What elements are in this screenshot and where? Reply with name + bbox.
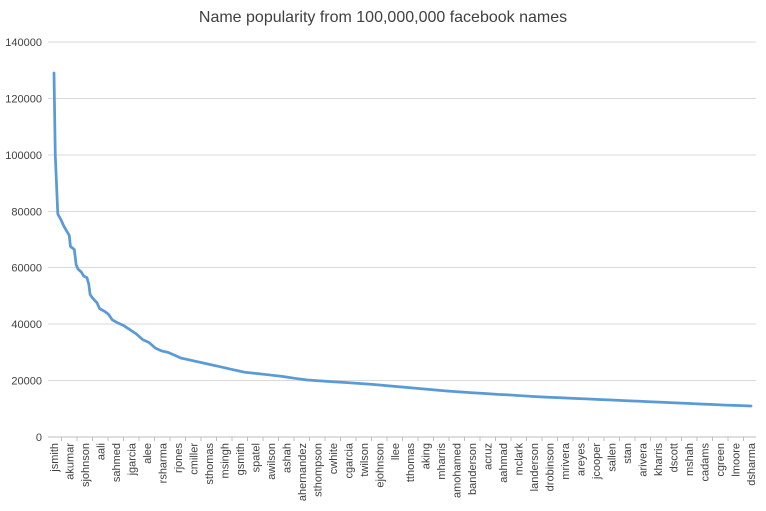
x-tick-label: akumar xyxy=(64,443,76,480)
gridlines xyxy=(48,41,756,382)
x-tick-label: cadams xyxy=(700,443,712,482)
x-tick-label: llee xyxy=(390,443,402,460)
x-tick-label: cmiller xyxy=(188,443,200,475)
x-tick-label: twilson xyxy=(359,443,371,477)
y-tick-label: 120000 xyxy=(5,93,42,105)
x-tick-label: sallen xyxy=(607,443,619,472)
x-tick-label: aahmad xyxy=(498,443,510,483)
y-tick-label: 0 xyxy=(36,432,42,444)
x-tick-label: jcooper xyxy=(591,443,603,480)
x-tick-label: awilson xyxy=(266,443,278,480)
x-tick-label: mrivera xyxy=(560,442,572,480)
x-tick-label: landerson xyxy=(529,443,541,491)
chart-title: Name popularity from 100,000,000 faceboo… xyxy=(199,9,567,26)
x-tick-label: kharris xyxy=(653,443,665,477)
x-tick-label: banderson xyxy=(467,443,479,495)
y-tick-label: 100000 xyxy=(5,150,42,162)
x-tick-label: sahmed xyxy=(111,443,123,482)
x-tick-label: jgarcia xyxy=(126,442,138,476)
x-tick-label: dscott xyxy=(669,443,681,472)
x-tick-label: areyes xyxy=(576,443,588,477)
x-tick-label: cgreen xyxy=(715,443,727,477)
x-tick-label: mclark xyxy=(514,443,526,476)
x-tick-label: ahernandez xyxy=(297,443,309,501)
x-tick-label: spatel xyxy=(250,443,262,472)
x-tick-label: aali xyxy=(95,443,107,460)
x-tick-label: rsharma xyxy=(157,442,169,483)
x-tick-label: jsmith xyxy=(49,443,61,473)
x-tick-label: alee xyxy=(142,443,154,464)
y-axis-tick-labels: 0 20000 40000 60000 80000 100000 120000 140000 xyxy=(5,37,42,444)
x-tick-label: lmoore xyxy=(731,443,743,477)
y-tick-label: 80000 xyxy=(11,206,42,218)
x-tick-label: sthomas xyxy=(204,443,216,485)
x-tick-label: ashah xyxy=(281,443,293,473)
x-tick-label: arivera xyxy=(638,442,650,477)
y-tick-label: 20000 xyxy=(11,376,42,388)
x-tick-label: cwhite xyxy=(328,443,340,474)
x-tick-label: aking xyxy=(421,443,433,469)
x-tick-label: amohamed xyxy=(452,443,464,498)
x-axis-tick-marks xyxy=(61,437,744,441)
x-tick-label: msingh xyxy=(219,443,231,478)
x-tick-label: drobinson xyxy=(545,443,557,491)
x-tick-label: sthompson xyxy=(312,443,324,497)
x-tick-label: sjohnson xyxy=(80,443,92,487)
x-tick-label: acruz xyxy=(483,443,495,470)
x-tick-label: stan xyxy=(622,443,634,464)
y-tick-label: 40000 xyxy=(11,319,42,331)
x-tick-label: mshah xyxy=(684,443,696,476)
x-tick-label: dsharma xyxy=(746,442,758,486)
x-tick-label: rjones xyxy=(173,443,185,473)
x-axis-tick-labels: jsmith akumar sjohnson aali sahmed jgarcia ale… xyxy=(49,442,758,501)
x-tick-label: tthomas xyxy=(405,443,417,483)
x-tick-label: ejohnson xyxy=(374,443,386,488)
series-line xyxy=(52,71,753,408)
y-tick-label: 140000 xyxy=(5,37,42,49)
x-tick-label: mharris xyxy=(436,443,448,480)
x-tick-label: cgarcia xyxy=(343,442,355,478)
y-tick-label: 60000 xyxy=(11,263,42,275)
x-tick-label: gsmith xyxy=(235,443,247,475)
